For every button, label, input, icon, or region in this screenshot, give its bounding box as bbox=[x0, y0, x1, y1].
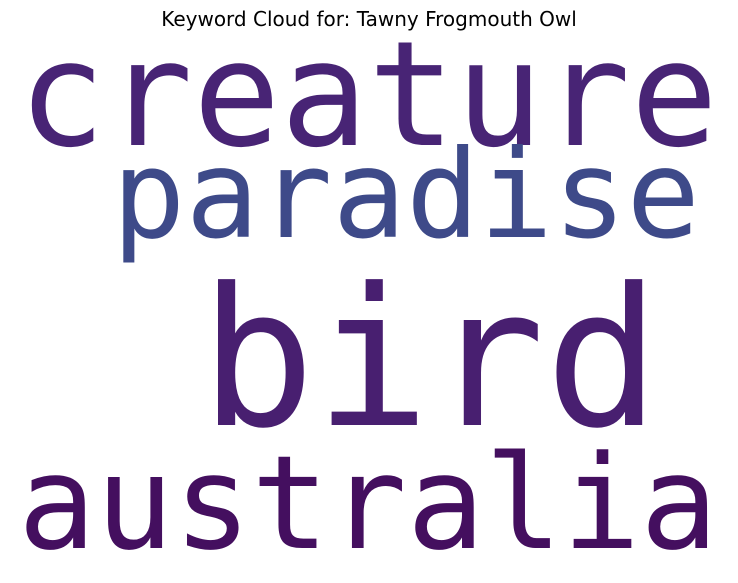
chart-title: Keyword Cloud for: Tawny Frogmouth Owl bbox=[161, 7, 577, 31]
keyword: creature bbox=[18, 10, 718, 180]
keyword: bird bbox=[200, 248, 660, 471]
keyword: paradise bbox=[112, 124, 700, 266]
keyword: australia bbox=[18, 427, 718, 579]
